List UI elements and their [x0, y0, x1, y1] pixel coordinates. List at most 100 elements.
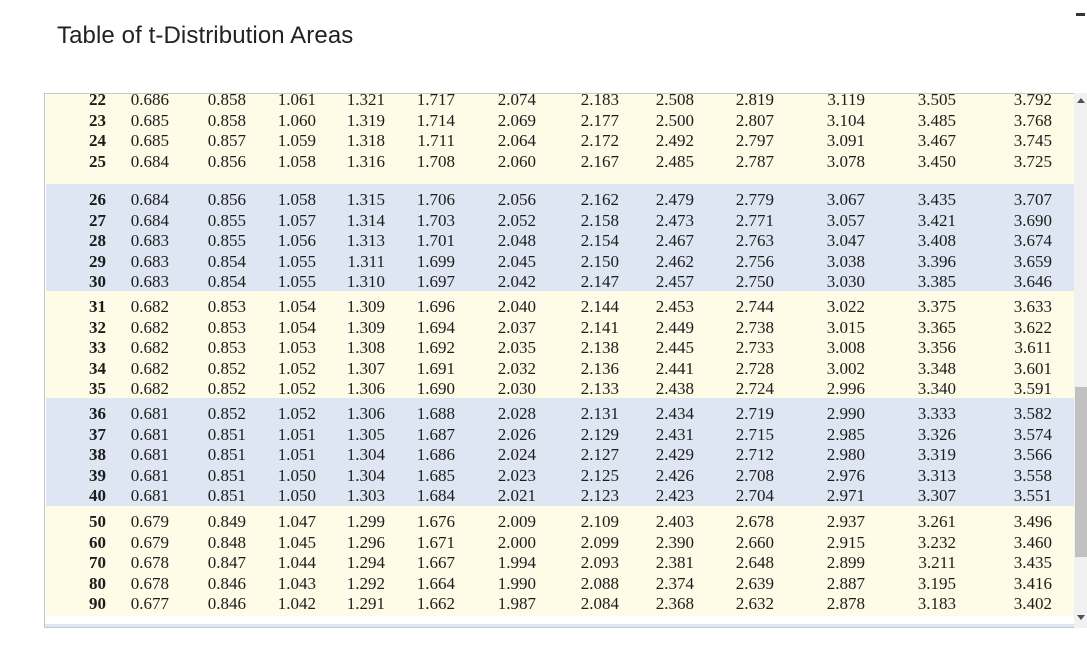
- value-cell: 0.686: [130, 94, 169, 109]
- value-cell: 3.467: [917, 131, 956, 151]
- value-cell: 2.660: [735, 532, 774, 552]
- value-cell: 3.421: [917, 210, 956, 230]
- table-row: 27 0.684 0.855 1.057 1.314 1.703 2.052 2.158 2.4…: [46, 211, 1074, 231]
- value-cell: 1.685: [416, 465, 455, 485]
- value-cell: 1.305: [346, 424, 385, 444]
- scroll-up-arrow-icon[interactable]: [1077, 98, 1085, 103]
- value-cell: 3.745: [1013, 131, 1052, 151]
- scrollbar-thumb[interactable]: [1075, 387, 1087, 557]
- value-cell: 1.711: [417, 131, 455, 151]
- value-cell: 2.093: [580, 553, 619, 573]
- value-cell: 2.787: [735, 151, 774, 171]
- value-cell: 0.685: [130, 131, 169, 151]
- value-cell: 0.847: [207, 553, 246, 573]
- value-cell: 1.303: [346, 486, 385, 506]
- value-cell: 2.467: [655, 231, 694, 251]
- value-cell: 3.402: [1013, 594, 1052, 614]
- df-cell: 28: [89, 231, 106, 251]
- value-cell: 3.319: [917, 445, 956, 465]
- value-cell: 1.318: [346, 131, 385, 151]
- value-cell: 1.701: [416, 231, 455, 251]
- value-cell: 0.854: [207, 251, 246, 271]
- value-cell: 1.694: [416, 317, 455, 337]
- value-cell: 2.099: [580, 532, 619, 552]
- value-cell: 2.744: [735, 297, 774, 316]
- value-cell: 3.707: [1013, 190, 1052, 209]
- value-cell: 1.686: [416, 445, 455, 465]
- table-row: 70 0.678 0.847 1.044 1.294 1.667 1.994 2.093 2.3…: [46, 553, 1074, 573]
- value-cell: 2.000: [497, 532, 536, 552]
- table-row: 50 0.679 0.849 1.047 1.299 1.676 2.009 2.109 2.4…: [46, 512, 1074, 532]
- value-cell: 2.024: [497, 445, 536, 465]
- value-cell: 2.172: [580, 131, 619, 151]
- minimize-icon[interactable]: [1076, 13, 1085, 16]
- value-cell: 0.855: [207, 210, 246, 230]
- scroll-down-arrow-icon[interactable]: [1077, 615, 1085, 620]
- value-cell: 0.682: [130, 297, 169, 316]
- value-cell: 2.434: [655, 404, 694, 423]
- value-cell: 3.408: [917, 231, 956, 251]
- table-row: 22 0.686 0.858 1.061 1.321 1.717 2.074 2.183 2.5…: [46, 94, 1074, 110]
- value-cell: 0.851: [207, 424, 246, 444]
- value-cell: 3.435: [1013, 553, 1052, 573]
- df-cell: 26: [89, 190, 106, 209]
- value-cell: 0.679: [130, 532, 169, 552]
- value-cell: 2.996: [826, 379, 865, 399]
- df-cell: 34: [89, 358, 106, 378]
- table-row: 23 0.685 0.858 1.060 1.319 1.714 2.069 2.177 2.5…: [46, 111, 1074, 131]
- df-cell: 27: [89, 210, 106, 230]
- value-cell: 1.315: [346, 190, 385, 209]
- value-cell: 0.678: [130, 573, 169, 593]
- value-cell: 2.381: [655, 553, 694, 573]
- value-cell: 3.313: [917, 465, 956, 485]
- value-cell: 2.045: [497, 251, 536, 271]
- value-cell: 2.441: [655, 358, 694, 378]
- table-viewport[interactable]: 22 0.686 0.858 1.061 1.321 1.717 2.074 2.183 2.5…: [45, 94, 1074, 627]
- value-cell: 2.088: [580, 573, 619, 593]
- value-cell: 1.664: [416, 573, 455, 593]
- table-row: 36 0.681 0.852 1.052 1.306 1.688 2.028 2.131 2.4…: [46, 404, 1074, 424]
- value-cell: 2.438: [655, 379, 694, 399]
- value-cell: 2.632: [735, 594, 774, 614]
- value-cell: 0.857: [207, 131, 246, 151]
- df-cell: 80: [89, 573, 106, 593]
- value-cell: 3.183: [917, 594, 956, 614]
- value-cell: 2.508: [655, 94, 694, 109]
- value-cell: 2.144: [580, 297, 619, 316]
- value-cell: 1.042: [277, 594, 316, 614]
- value-cell: 1.292: [346, 573, 385, 593]
- value-cell: 1.697: [416, 272, 455, 292]
- value-cell: 3.622: [1013, 317, 1052, 337]
- value-cell: 3.340: [917, 379, 956, 399]
- value-cell: 3.485: [917, 110, 956, 130]
- df-cell: 90: [89, 594, 106, 614]
- page-title: Table of t-Distribution Areas: [57, 22, 354, 49]
- value-cell: 1.051: [277, 445, 316, 465]
- value-cell: 1.306: [346, 379, 385, 399]
- df-cell: 23: [89, 110, 106, 130]
- value-cell: 3.002: [826, 358, 865, 378]
- value-cell: 3.582: [1013, 404, 1052, 423]
- value-cell: 3.078: [826, 151, 865, 171]
- value-cell: 2.719: [735, 404, 774, 423]
- value-cell: 2.990: [826, 404, 865, 423]
- value-cell: 0.855: [207, 231, 246, 251]
- value-cell: 3.365: [917, 317, 956, 337]
- value-cell: 2.479: [655, 190, 694, 209]
- df-cell: 31: [89, 297, 106, 316]
- value-cell: 1.044: [277, 553, 316, 573]
- value-cell: 1.696: [416, 297, 455, 316]
- df-cell: 32: [89, 317, 106, 337]
- table-row: 60 0.679 0.848 1.045 1.296 1.671 2.000 2.099 2.3…: [46, 533, 1074, 553]
- table-row: 40 0.681 0.851 1.050 1.303 1.684 2.021 2.123 2.4…: [46, 486, 1074, 506]
- value-cell: 2.678: [735, 512, 774, 531]
- value-cell: 1.051: [277, 424, 316, 444]
- df-cell: 35: [89, 379, 106, 399]
- value-cell: 1.052: [277, 379, 316, 399]
- value-cell: 1.052: [277, 358, 316, 378]
- value-cell: 2.129: [580, 424, 619, 444]
- value-cell: 2.032: [497, 358, 536, 378]
- row-group-5: 50 0.679 0.849 1.047 1.299 1.676 2.009 2.109 2.4…: [46, 506, 1074, 620]
- value-cell: 1.671: [416, 532, 455, 552]
- value-cell: 0.853: [207, 338, 246, 358]
